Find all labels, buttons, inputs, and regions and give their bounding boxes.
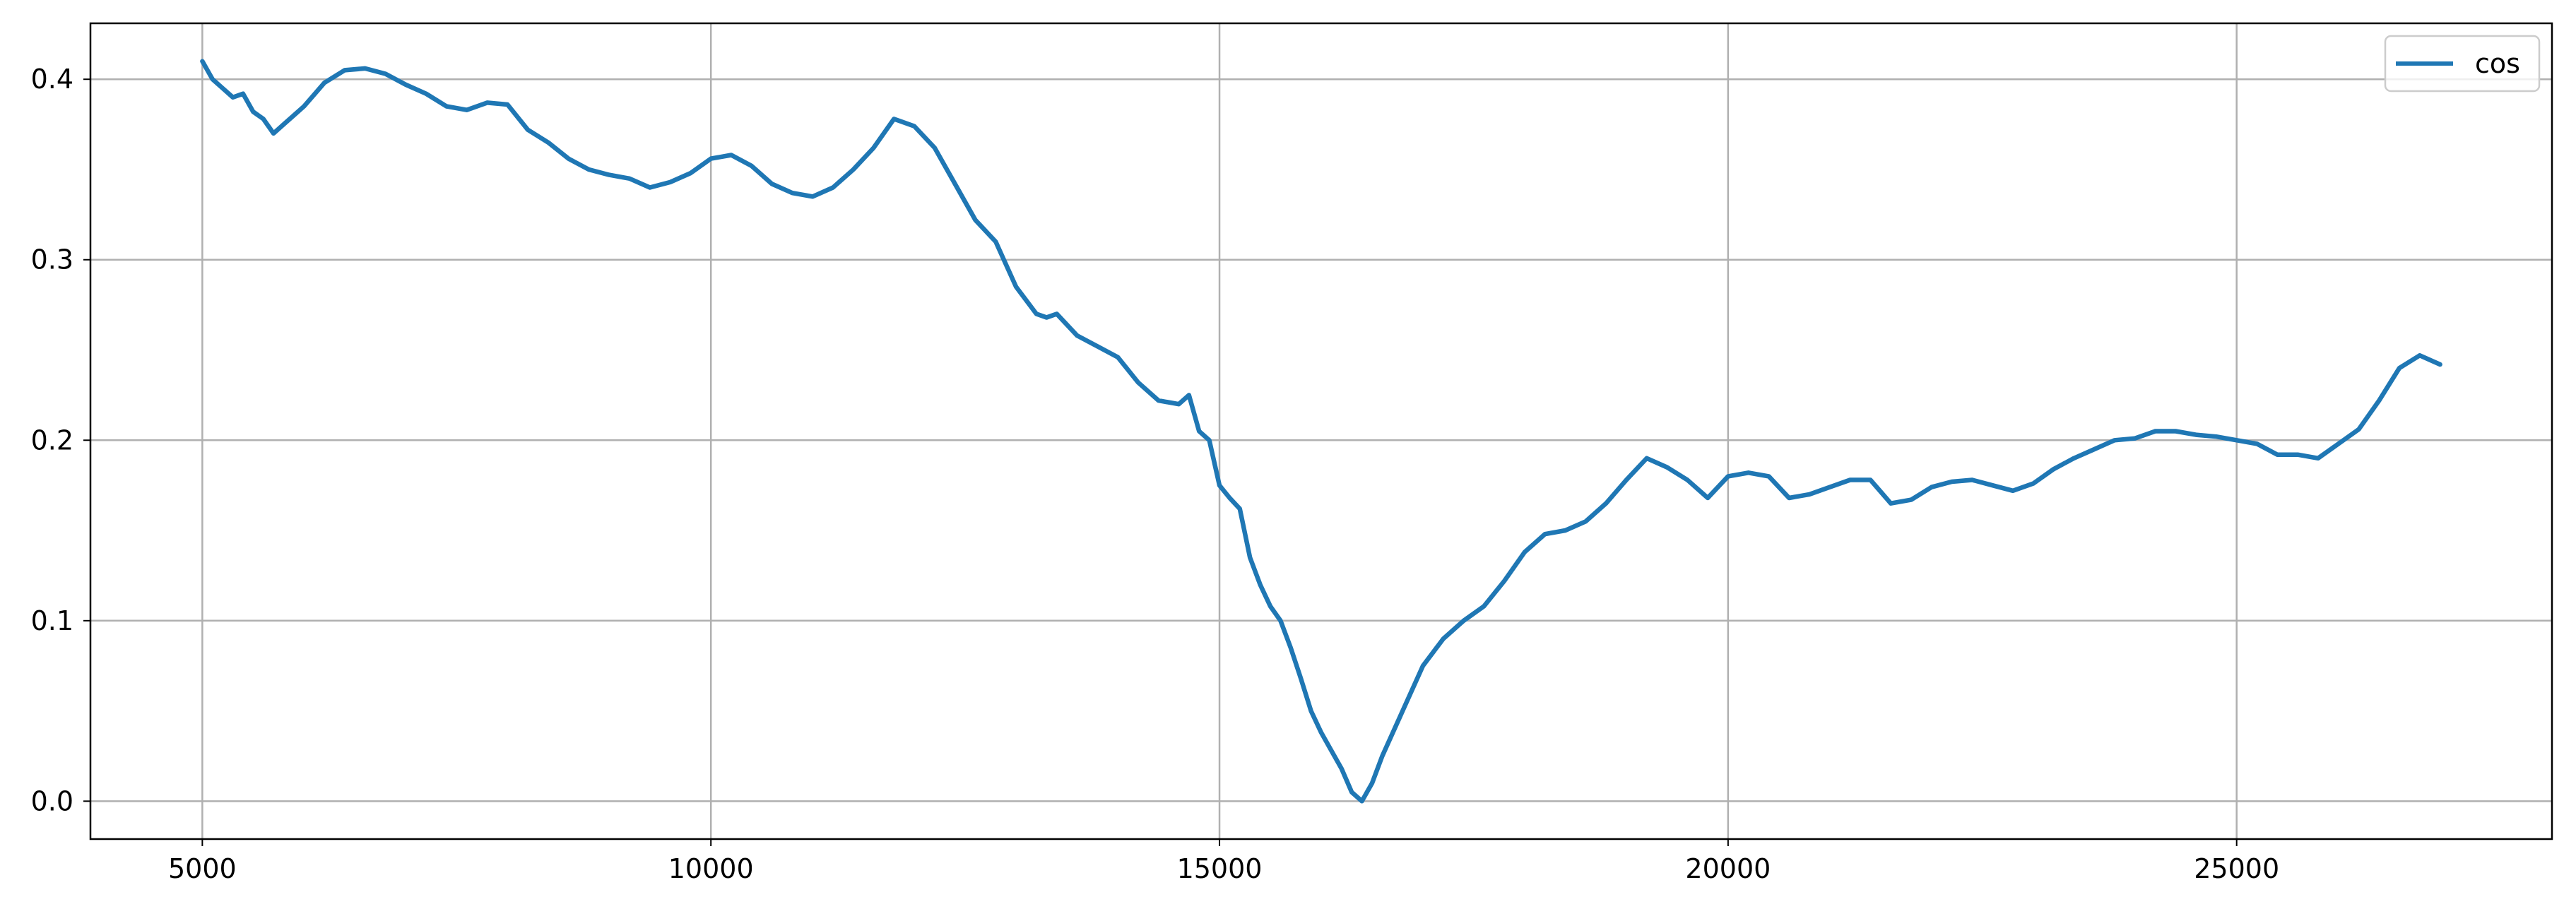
legend: cos — [2384, 35, 2541, 93]
x-tick-label: 10000 — [668, 853, 754, 884]
y-tick-label: 0.0 — [31, 785, 73, 816]
x-tick-label: 15000 — [1177, 853, 1263, 884]
y-tick-label: 0.2 — [31, 424, 73, 456]
y-tick-label: 0.1 — [31, 605, 73, 636]
legend-label-cos: cos — [2475, 48, 2520, 79]
y-tick-label: 0.4 — [31, 64, 73, 95]
series-layer — [200, 59, 2442, 804]
series-line-cos — [200, 59, 2442, 804]
plot-area — [89, 22, 2553, 840]
y-axis: 0.0 0.1 0.2 0.3 0.4 — [31, 64, 90, 816]
x-tick-label: 25000 — [2194, 853, 2279, 884]
x-tick-label: 5000 — [168, 853, 237, 884]
legend-box — [2384, 35, 2541, 93]
x-tick-label: 20000 — [1685, 853, 1771, 884]
grid — [90, 23, 2552, 839]
x-axis: 5000 10000 15000 20000 25000 — [168, 839, 2279, 884]
y-tick-label: 0.3 — [31, 244, 73, 275]
